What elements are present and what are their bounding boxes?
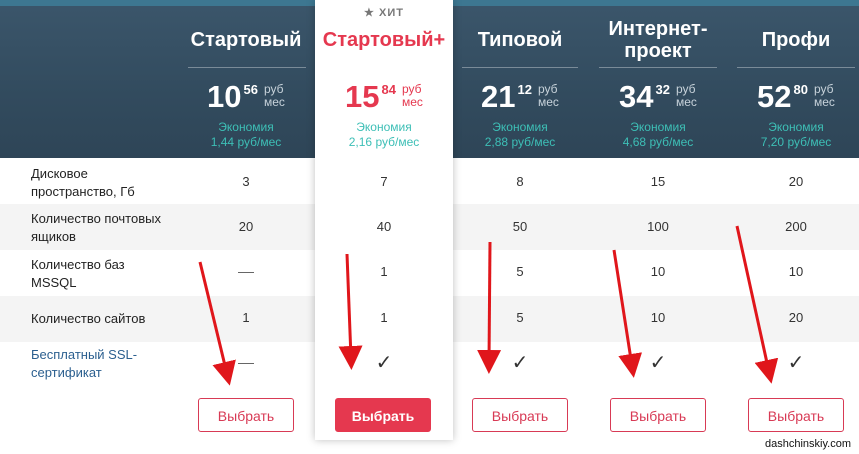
- arrow-3: [477, 241, 502, 374]
- divider: [188, 67, 306, 68]
- cell-mailboxes: 50: [512, 219, 528, 234]
- checkmark-icon: ✓: [375, 352, 393, 374]
- divider: [599, 67, 717, 68]
- star-icon: ★: [364, 7, 375, 19]
- featured-plan-card: [315, 0, 453, 440]
- plan-column-starter: Стартовый 10 56 руб мес Экономия 1,44 руб/ме…: [186, 0, 306, 454]
- arrow-4: [612, 249, 643, 378]
- hit-badge: ★ ХИТ: [364, 7, 404, 19]
- plan-economy: Экономия 2,16 руб/мес: [348, 120, 420, 149]
- cell-disk: 3: [242, 174, 250, 189]
- plan-economy: Экономия 4,68 руб/мес: [622, 120, 694, 149]
- plan-price: 34 32 руб мес: [619, 79, 697, 114]
- plan-economy: Экономия 7,20 руб/мес: [760, 120, 832, 149]
- plan-name: Интернет-проект: [608, 18, 708, 62]
- select-button-internet-project[interactable]: Выбрать: [610, 398, 706, 432]
- plan-column-internet-project: Интернет-проект 34 32 руб мес Экономия 4,68 …: [599, 0, 717, 454]
- plan-name: Профи: [761, 29, 831, 51]
- plan-price: 52 80 руб мес: [757, 79, 835, 114]
- plan-column-standard: Типовой 21 12 руб мес Экономия 2,88 руб/мес …: [462, 0, 578, 454]
- checkmark-icon: ✓: [787, 352, 805, 374]
- cell-sites: 5: [516, 310, 524, 325]
- cell-mssql-none: [186, 264, 306, 279]
- cell-disk: 15: [650, 174, 666, 189]
- plan-price: 10 56 руб мес: [207, 79, 285, 114]
- select-button-starter-plus[interactable]: Выбрать: [335, 398, 431, 432]
- plan-economy: Экономия 2,88 руб/мес: [484, 120, 556, 149]
- cell-disk: 7: [380, 174, 388, 189]
- cell-mailboxes: 20: [238, 219, 254, 234]
- cell-disk: 20: [788, 174, 804, 189]
- select-button-pro[interactable]: Выбрать: [748, 398, 844, 432]
- cell-ssl-none: [186, 355, 306, 370]
- checkmark-icon: ✓: [649, 352, 667, 374]
- cell-sites: 20: [788, 310, 804, 325]
- row-label-mssql: Количество баз MSSQL: [31, 257, 125, 290]
- watermark: dashchinskiy.com: [765, 438, 851, 450]
- cell-mssql: 5: [516, 264, 524, 279]
- cell-mssql: 10: [788, 264, 804, 279]
- row-label-disk: Дисковое пространство, Гб: [31, 166, 135, 199]
- select-button-standard[interactable]: Выбрать: [472, 398, 568, 432]
- cell-sites: 1: [380, 310, 388, 325]
- cell-mailboxes: 100: [647, 219, 669, 234]
- arrow-2: [338, 253, 363, 370]
- plan-price: 15 84 руб мес: [345, 79, 423, 114]
- plan-column-pro: Профи 52 80 руб мес Экономия 7,20 руб/мес 20…: [737, 0, 855, 454]
- cell-sites: 10: [650, 310, 666, 325]
- cell-disk: 8: [516, 174, 524, 189]
- cell-mssql: 1: [380, 264, 388, 279]
- plan-price: 21 12 руб мес: [481, 79, 559, 114]
- divider: [462, 67, 578, 68]
- row-label-mailboxes: Количество почтовых ящиков: [31, 211, 161, 244]
- divider: [737, 67, 855, 68]
- plan-name: Стартовый+: [322, 29, 446, 51]
- plan-name: Типовой: [477, 29, 563, 51]
- plan-name: Стартовый: [190, 29, 302, 51]
- plan-column-starter-plus: ★ ХИТ Стартовый+ 15 84 руб мес Экономия 2,16…: [315, 0, 453, 454]
- row-label-sites: Количество сайтов: [31, 311, 146, 326]
- cell-mailboxes: 200: [785, 219, 807, 234]
- cell-mailboxes: 40: [376, 219, 392, 234]
- row-label-ssl-link[interactable]: Бесплатный SSL-сертификат: [31, 347, 138, 380]
- arrow-1: [198, 261, 236, 386]
- cell-sites: 1: [242, 310, 250, 325]
- cell-mssql: 10: [650, 264, 666, 279]
- plan-economy: Экономия 1,44 руб/мес: [210, 120, 282, 149]
- checkmark-icon: ✓: [511, 352, 529, 374]
- arrow-5: [735, 225, 779, 384]
- select-button-starter[interactable]: Выбрать: [198, 398, 294, 432]
